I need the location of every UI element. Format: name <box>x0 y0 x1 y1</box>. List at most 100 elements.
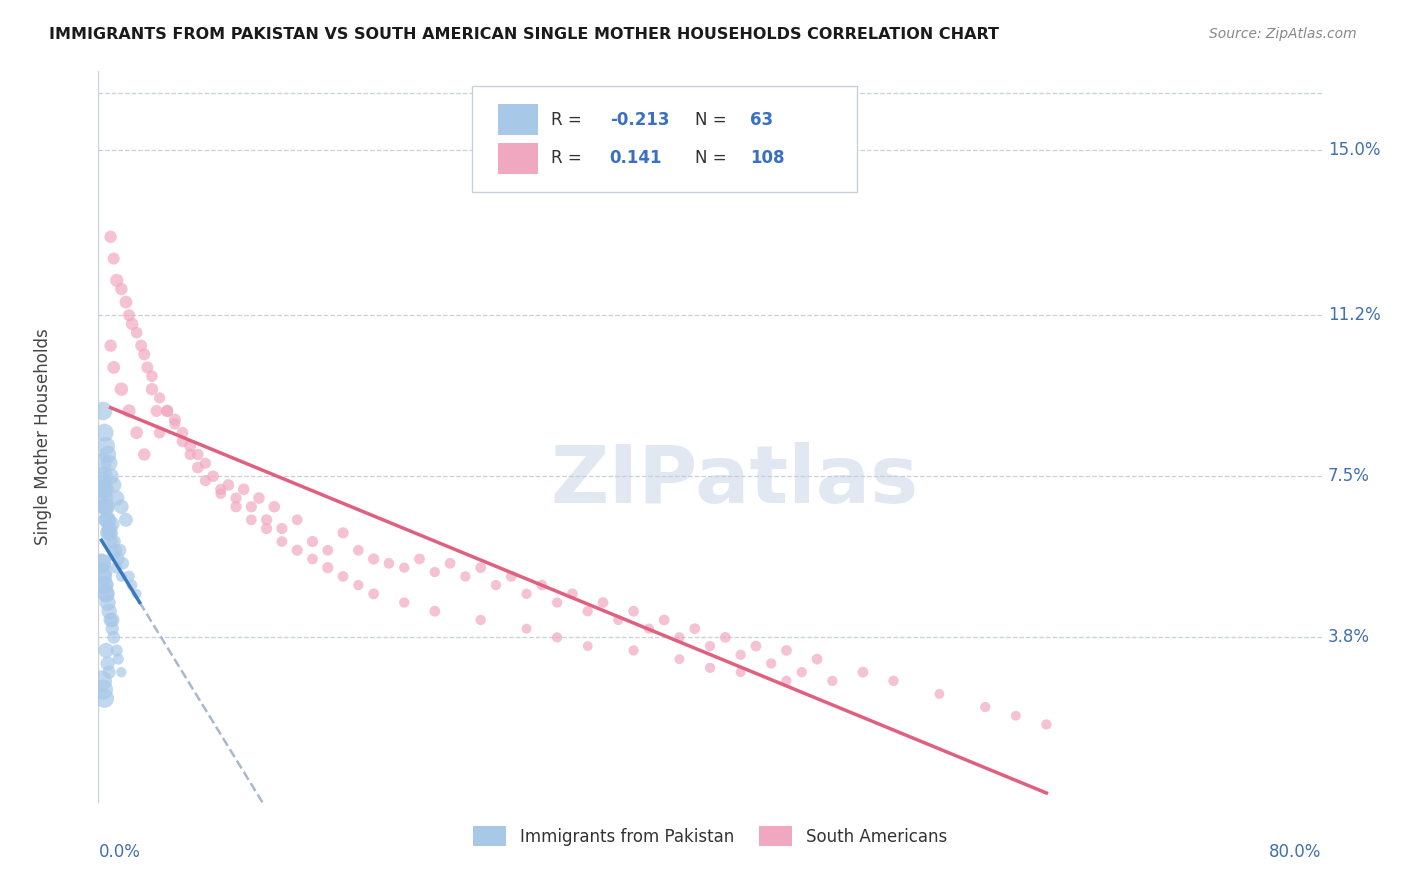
Point <box>194 474 217 488</box>
Point <box>607 613 630 627</box>
Point <box>163 417 186 431</box>
Text: 3.8%: 3.8% <box>1327 628 1369 647</box>
Point <box>100 534 122 549</box>
Point <box>110 665 132 680</box>
Point <box>98 521 121 535</box>
Point <box>225 491 247 505</box>
Point <box>94 500 117 514</box>
Point <box>347 543 370 558</box>
Point <box>392 560 416 574</box>
Point <box>121 578 143 592</box>
FancyBboxPatch shape <box>471 86 856 192</box>
Point <box>93 491 115 505</box>
Point <box>110 500 132 514</box>
Point <box>745 639 768 653</box>
Point <box>110 382 132 396</box>
Point <box>125 326 148 340</box>
Point <box>821 673 844 688</box>
Point <box>516 587 538 601</box>
Point <box>883 673 905 688</box>
Point <box>101 613 124 627</box>
Point <box>90 673 112 688</box>
Point <box>163 412 186 426</box>
Point <box>225 500 247 514</box>
Point <box>115 295 138 310</box>
Point <box>1035 717 1057 731</box>
Point <box>156 404 179 418</box>
Text: 7.5%: 7.5% <box>1327 467 1369 485</box>
Point <box>91 469 114 483</box>
Point <box>202 469 225 483</box>
Point <box>134 347 156 361</box>
Point <box>98 456 121 470</box>
Point <box>136 360 159 375</box>
Point <box>240 500 263 514</box>
Point <box>93 483 115 497</box>
Point <box>90 557 112 571</box>
Point <box>107 552 129 566</box>
Text: R =: R = <box>551 149 592 168</box>
Point <box>256 521 278 535</box>
Point <box>301 552 323 566</box>
Point <box>104 543 127 558</box>
Point <box>501 569 523 583</box>
Point <box>91 404 114 418</box>
Point <box>93 578 115 592</box>
Point <box>592 595 614 609</box>
Point <box>623 643 645 657</box>
Point <box>105 491 128 505</box>
Point <box>470 613 492 627</box>
Point <box>93 425 115 440</box>
Point <box>105 560 128 574</box>
Point <box>121 317 143 331</box>
Point <box>730 648 752 662</box>
Point <box>91 565 114 579</box>
Point <box>93 578 115 592</box>
Point <box>240 513 263 527</box>
Point <box>316 560 339 574</box>
Point <box>270 521 292 535</box>
Point <box>576 639 599 653</box>
Text: 80.0%: 80.0% <box>1270 843 1322 861</box>
Point <box>668 652 690 666</box>
Point <box>1004 708 1026 723</box>
Point <box>699 639 721 653</box>
Point <box>145 404 167 418</box>
Text: ZIPatlas: ZIPatlas <box>550 442 918 520</box>
Point <box>125 587 148 601</box>
Point <box>363 587 385 601</box>
Point <box>392 595 416 609</box>
Point <box>91 483 114 497</box>
Point <box>683 622 706 636</box>
Point <box>107 652 129 666</box>
Point <box>93 500 115 514</box>
Point <box>97 525 120 540</box>
Point <box>699 661 721 675</box>
Point <box>103 252 125 266</box>
Point <box>439 557 461 571</box>
Point <box>149 391 172 405</box>
Point <box>454 569 477 583</box>
Point <box>98 604 121 618</box>
Point <box>546 595 568 609</box>
Point <box>730 665 752 680</box>
Point <box>363 552 385 566</box>
Point <box>247 491 270 505</box>
Point <box>101 622 124 636</box>
Text: Source: ZipAtlas.com: Source: ZipAtlas.com <box>1209 27 1357 41</box>
Point <box>91 569 114 583</box>
Point <box>806 652 828 666</box>
Point <box>470 560 492 574</box>
Point <box>100 229 122 244</box>
Point <box>100 339 122 353</box>
Point <box>97 513 120 527</box>
Text: N =: N = <box>696 111 733 128</box>
Point <box>423 565 446 579</box>
Point <box>149 425 172 440</box>
Point <box>270 534 292 549</box>
Point <box>209 483 232 497</box>
Point <box>90 557 112 571</box>
Point <box>118 404 141 418</box>
Point <box>423 604 446 618</box>
Point <box>301 534 323 549</box>
